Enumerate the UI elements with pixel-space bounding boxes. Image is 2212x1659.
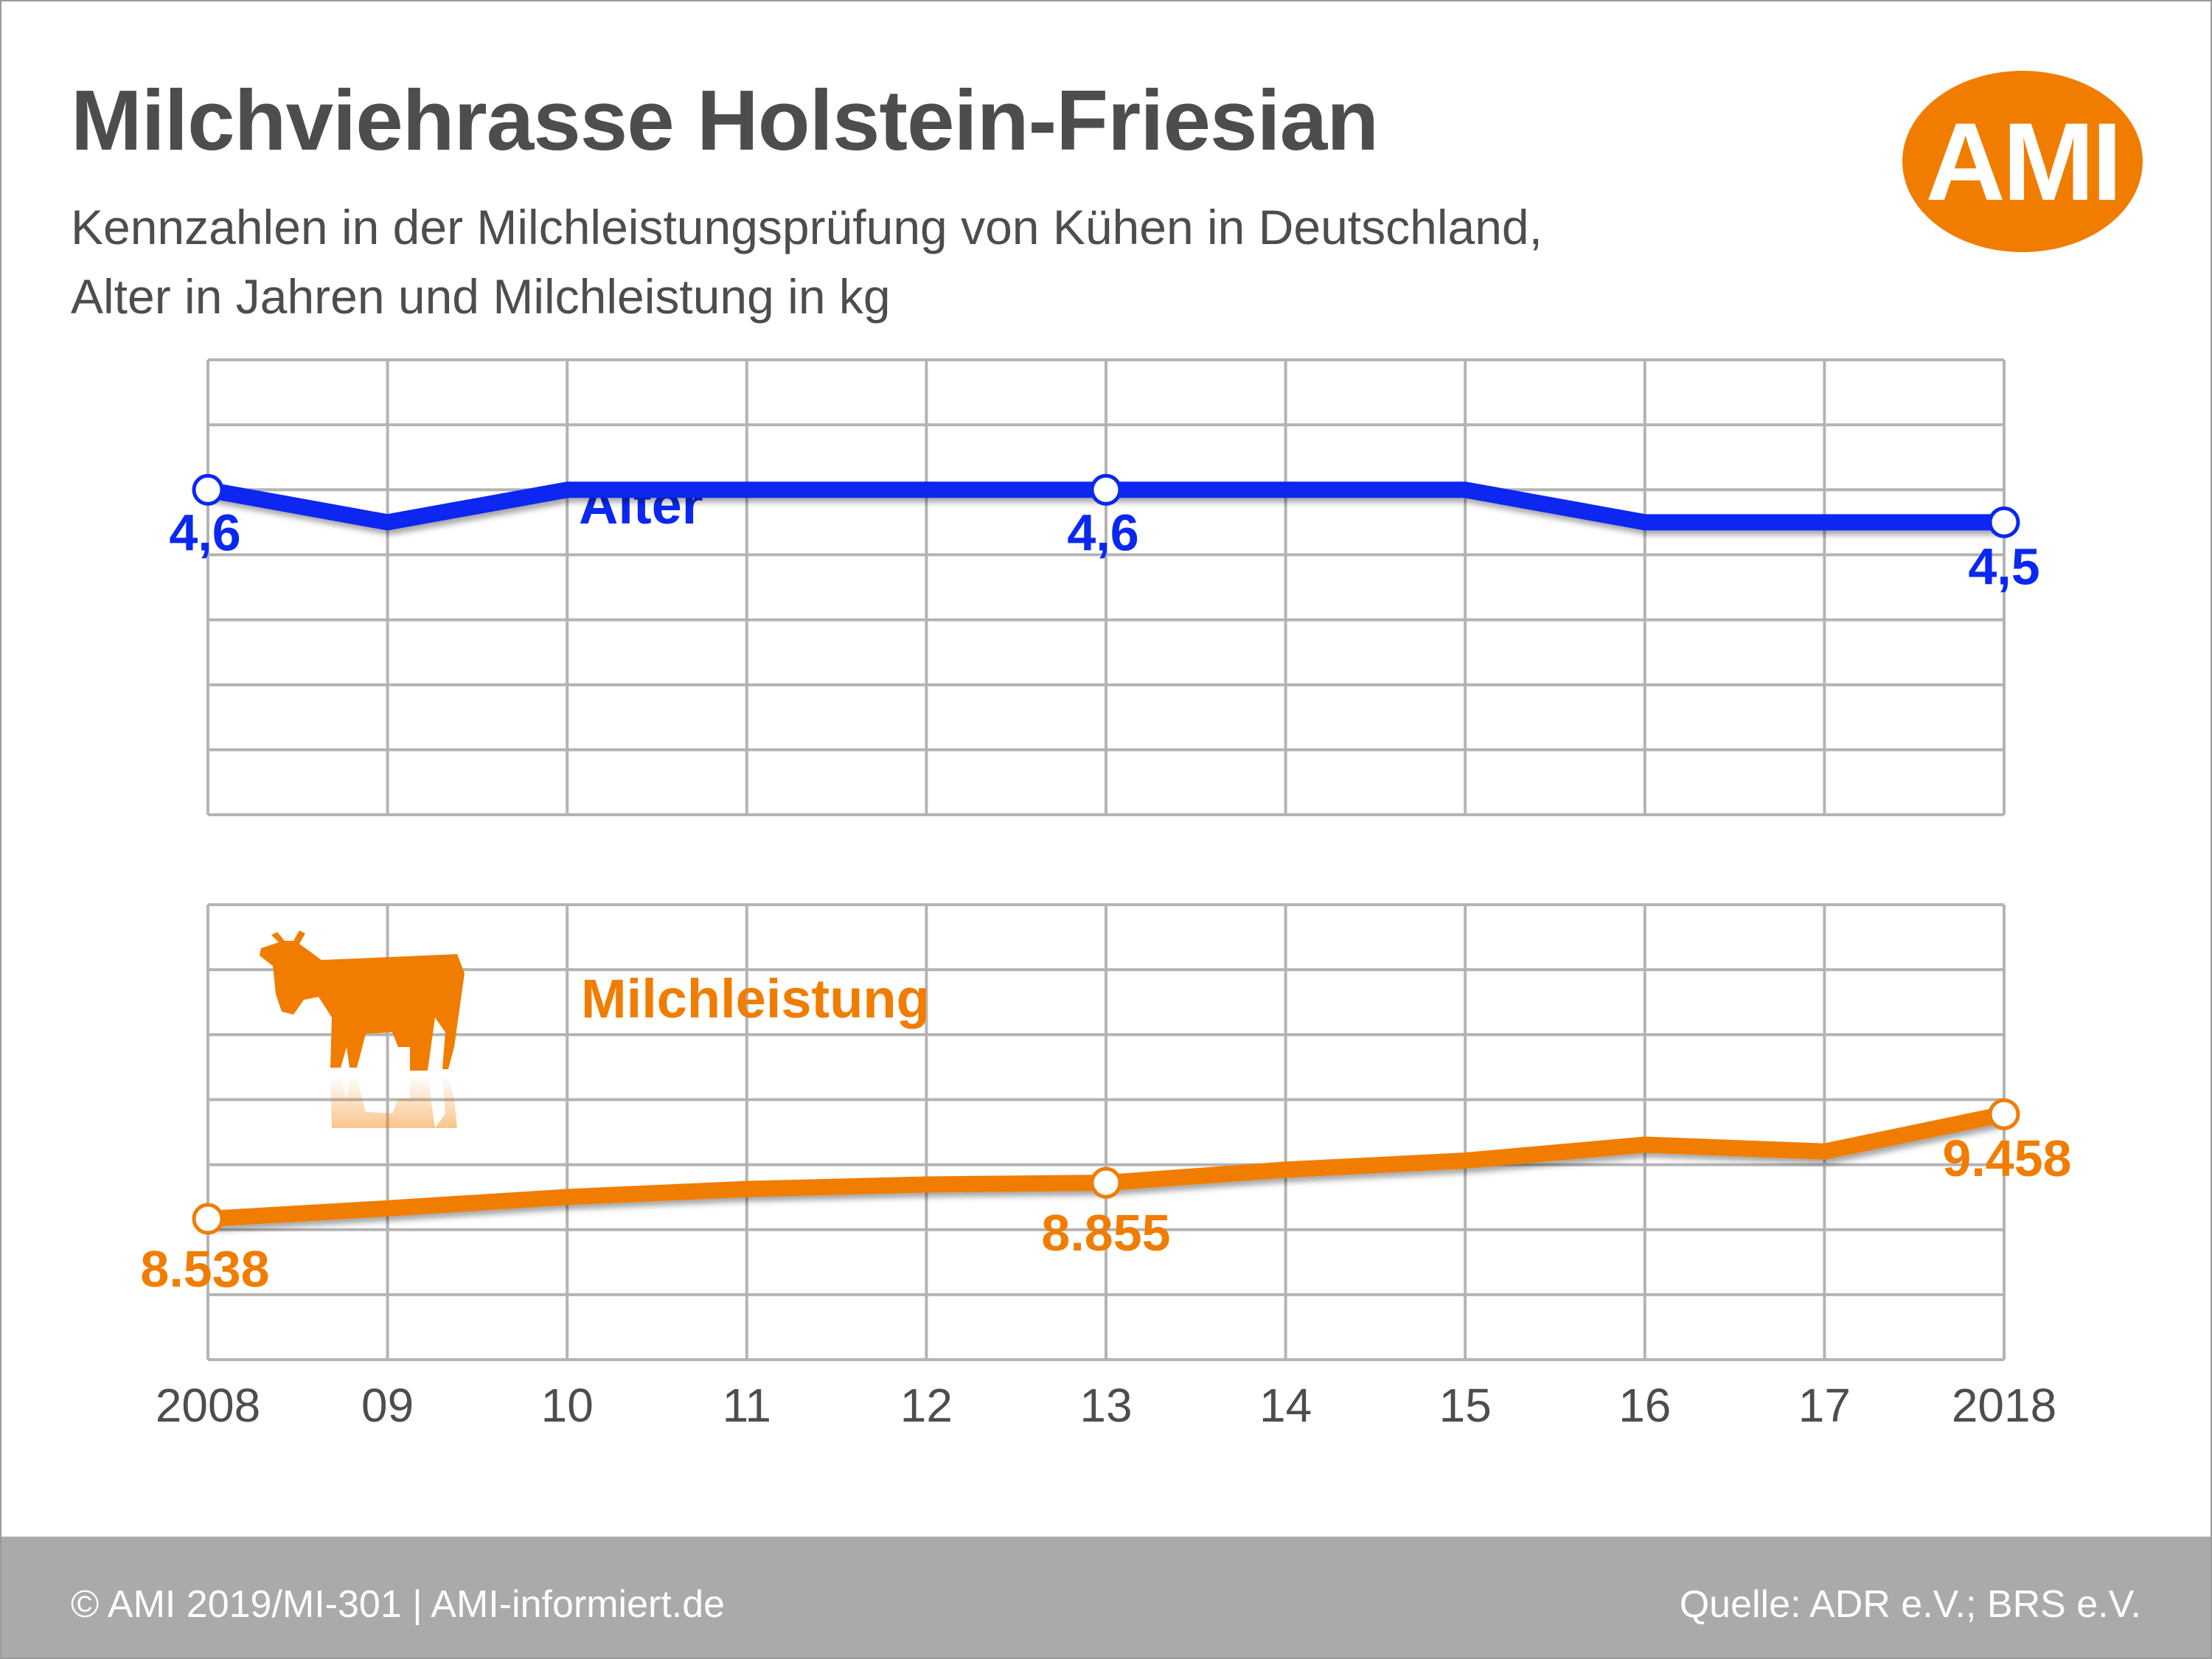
ami-logo: AMI: [1902, 71, 2143, 252]
x-axis-labels: 2008 09 10 11 12 13 14 15 16 17 2018: [156, 1379, 2056, 1432]
milch-series-label: Milchleistung: [581, 968, 930, 1029]
x-tick-label: 12: [900, 1379, 953, 1432]
x-tick-label: 10: [541, 1379, 594, 1432]
alter-data-point: [1988, 506, 2020, 538]
milch-data-label: 8.538: [140, 1240, 269, 1298]
chart-lines: [192, 473, 2020, 1235]
x-tick-label: 15: [1439, 1379, 1492, 1432]
milch-grid: [206, 903, 2006, 1361]
x-tick-label: 09: [361, 1379, 414, 1432]
x-tick-label: 13: [1079, 1379, 1132, 1432]
x-tick-label: 2008: [156, 1379, 260, 1432]
chart-area: Alter Milchleistung 4,6 4,64,58.5388.8559…: [140, 358, 2072, 1432]
alter-data-point: [1090, 473, 1122, 506]
alter-data-point: [192, 473, 224, 506]
alter-data-label: 4,5: [1968, 538, 2039, 595]
cow-reflection-icon: [330, 1075, 457, 1128]
x-tick-label: 2018: [1952, 1379, 2056, 1432]
milch-data-point: [1988, 1098, 2020, 1130]
alter-data-label: 4,6: [169, 504, 240, 561]
chart-labels: 4,6 4,6 4,5 8.538 8.855 9.458: [140, 504, 2071, 1298]
page-title: Milchviehrasse Holstein-Friesian: [71, 72, 1379, 168]
milch-data-label: 8.855: [1041, 1204, 1170, 1262]
x-tick-label: 11: [723, 1379, 771, 1432]
milch-data-label: 9.458: [1942, 1130, 2071, 1187]
footer-copyright: © AMI 2019/MI-301 | AMI-informiert.de: [71, 1583, 726, 1626]
x-tick-label: 16: [1618, 1379, 1671, 1432]
alter-data-label: 4,6: [1067, 504, 1138, 561]
subtitle-line-2: Alter in Jahren und Milchleistung in kg: [71, 269, 891, 324]
logo-text: AMI: [1925, 99, 2123, 223]
footer-bar: © AMI 2019/MI-301 | AMI-informiert.de Qu…: [1, 1537, 2211, 1658]
alter-grid: [206, 358, 2006, 816]
x-tick-label: 17: [1798, 1379, 1851, 1432]
cow-icon: [260, 931, 465, 1071]
milch-data-point: [1090, 1166, 1122, 1199]
milch-data-point: [192, 1203, 224, 1235]
footer-source: Quelle: ADR e.V.; BRS e.V.: [1679, 1583, 2141, 1626]
subtitle-line-1: Kennzahlen in der Milchleistungsprüfung …: [71, 200, 1543, 254]
x-tick-label: 14: [1259, 1379, 1312, 1432]
